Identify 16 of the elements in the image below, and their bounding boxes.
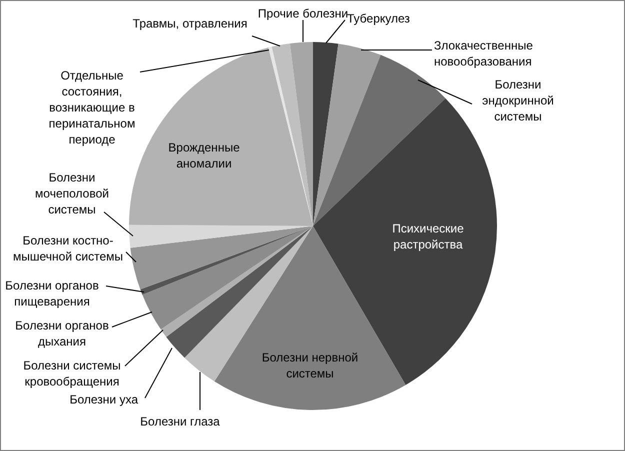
slice-label: Болезни мочеполовой системы	[35, 170, 109, 216]
slice-label: Врожденные аномалии	[168, 140, 240, 170]
slice-label: Болезни системы кровообращения	[23, 358, 121, 388]
slice-label: Болезни органов дыхания	[15, 318, 109, 348]
slice-label: Травмы, отравления	[132, 16, 248, 30]
slice-label: Болезни органов пищеварения	[5, 278, 99, 308]
slice-label: Болезни уха	[70, 392, 138, 406]
slice-label: Болезни нервной системы	[262, 350, 358, 380]
slice-label: Прочие болезни	[258, 6, 348, 20]
slice-label: Болезни эндокринной системы	[482, 77, 554, 124]
slice-label: Отдельные состояния, возникающие в перинатальном периоде	[48, 68, 136, 146]
slice-label: Болезни костно-мышечной системы	[13, 233, 123, 264]
slice-label: Психические растройства	[392, 221, 464, 252]
slice-label: Злокачественные новообразования	[434, 38, 534, 68]
slice-label: Болезни глаза	[140, 414, 220, 428]
slice-label: Туберкулез	[347, 11, 410, 26]
